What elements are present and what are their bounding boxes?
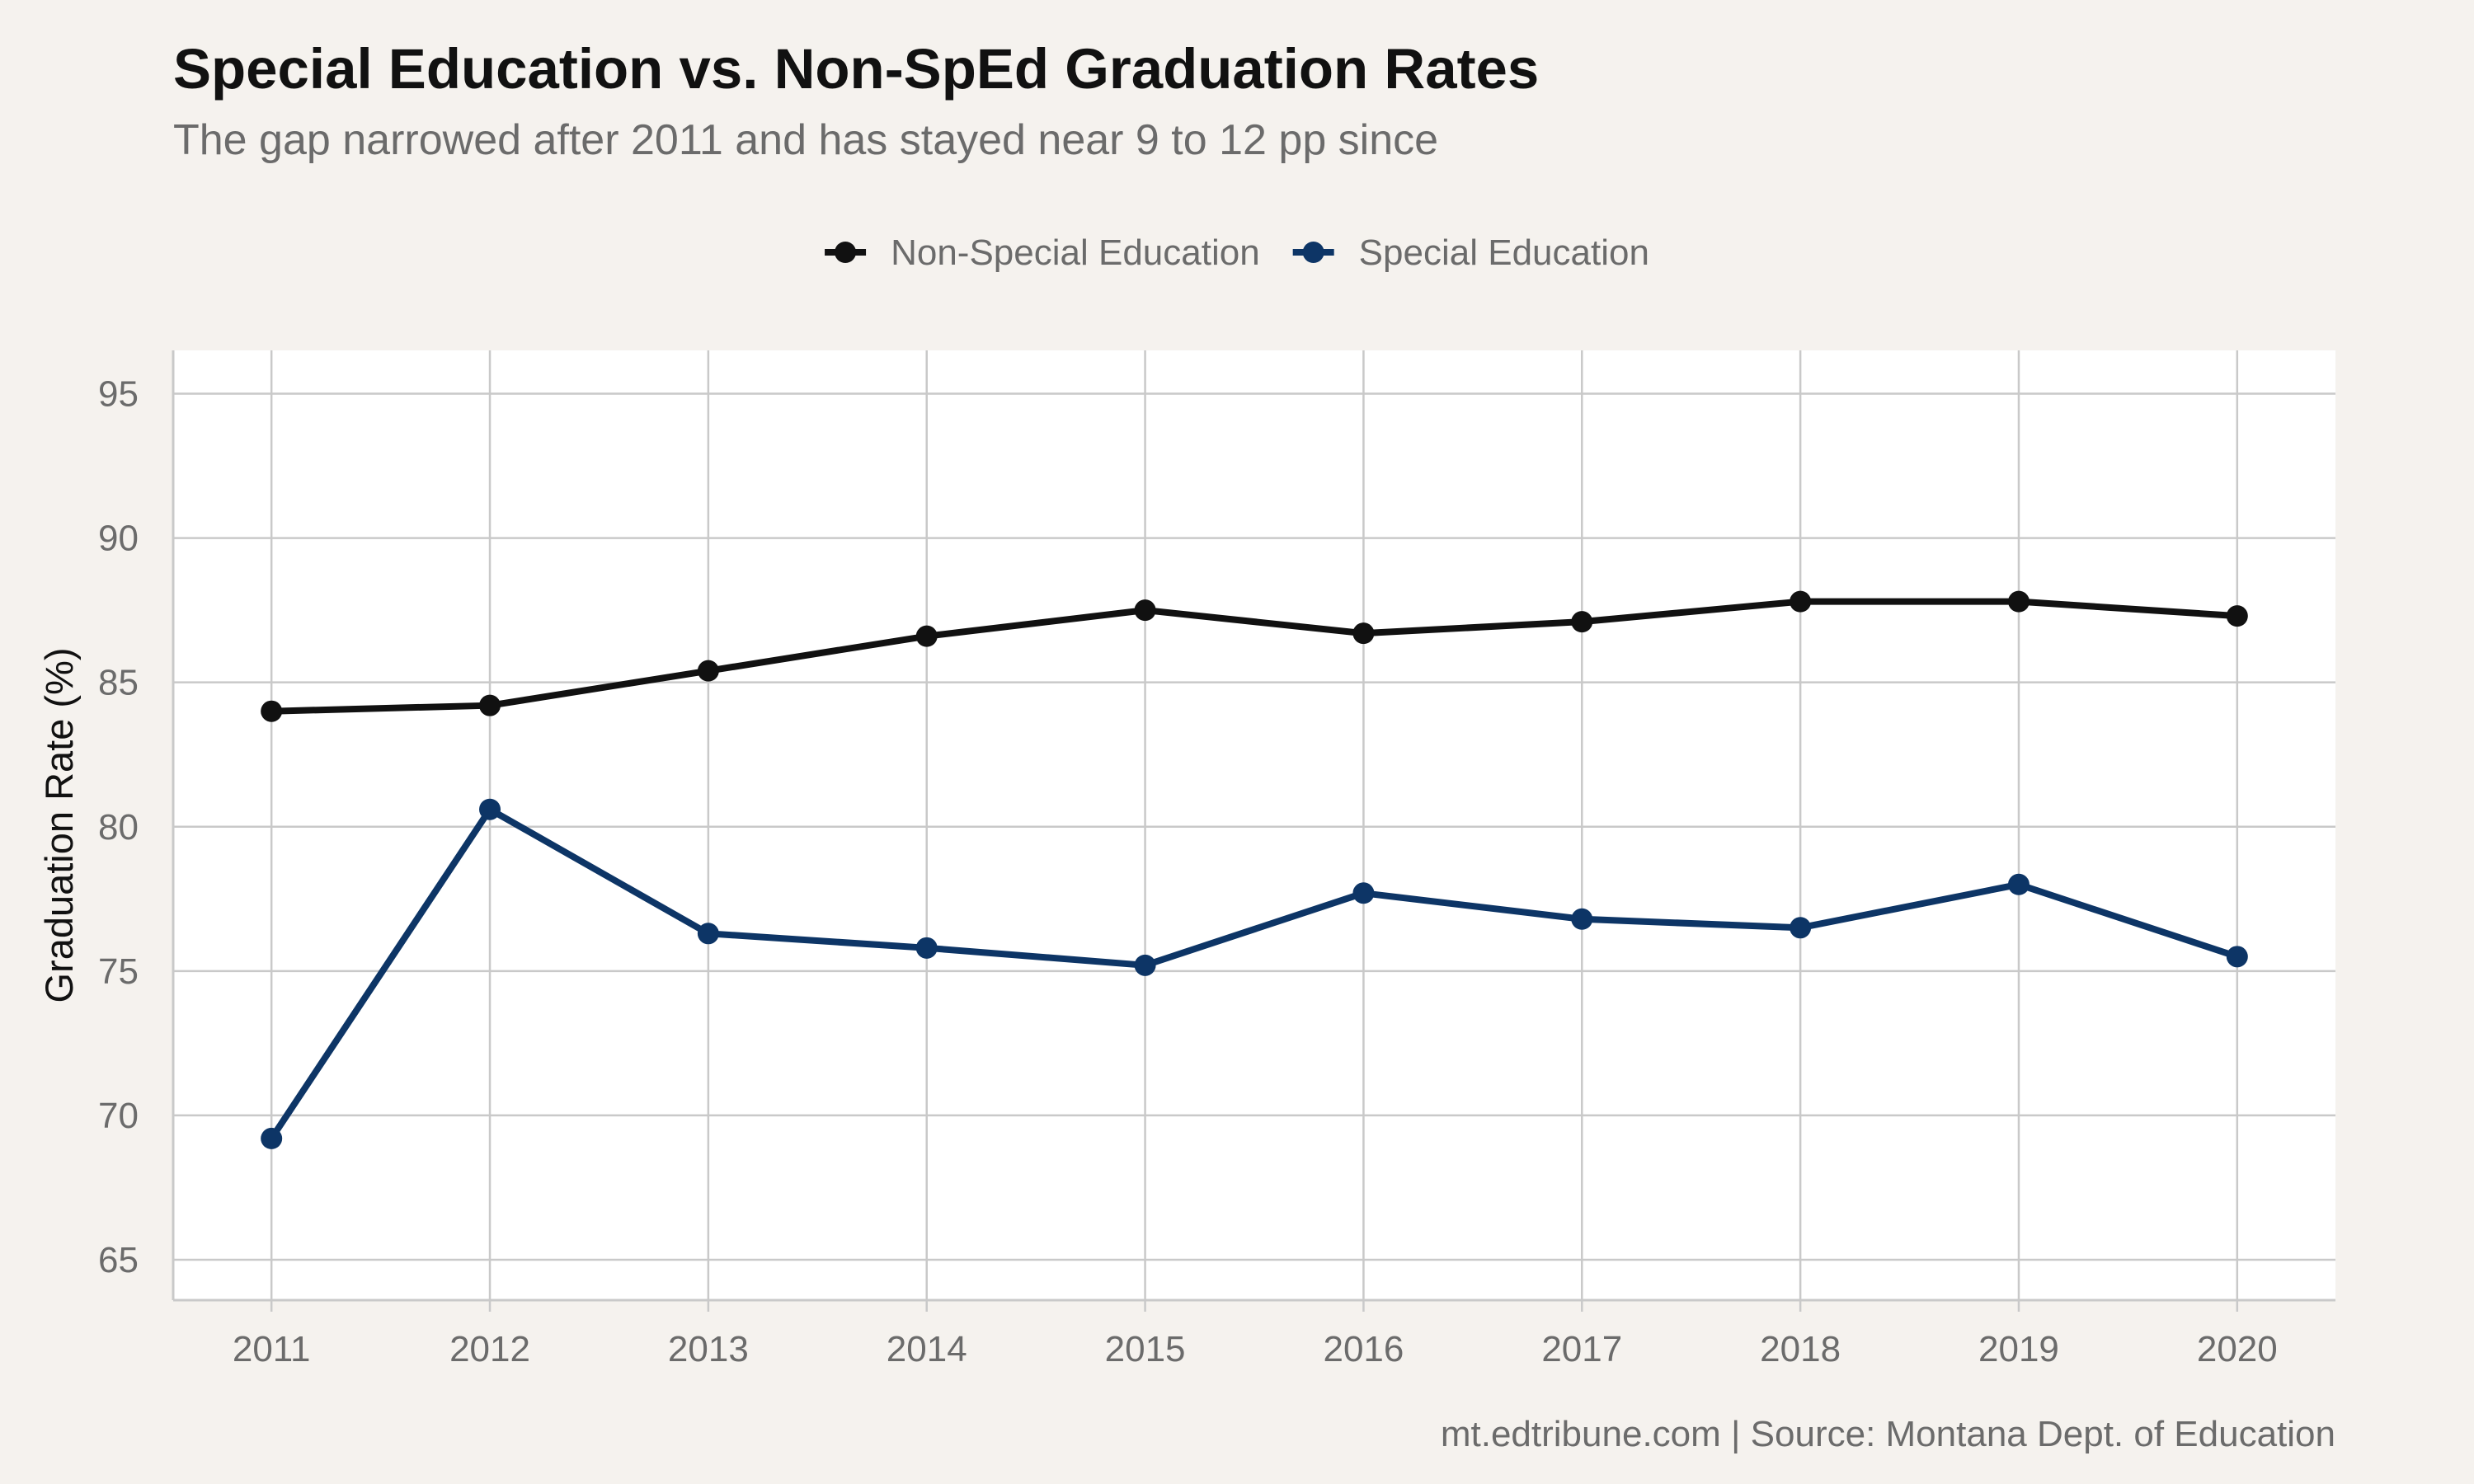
series-line-special-education bbox=[268, 805, 2241, 1142]
legend-label: Non-Special Education bbox=[891, 232, 1260, 273]
data-point-non-special-education bbox=[1790, 590, 1812, 613]
x-tick-label: 2018 bbox=[1760, 1329, 1841, 1369]
data-point-non-special-education bbox=[1134, 599, 1156, 622]
legend-item-special-education: Special Education bbox=[1292, 232, 1649, 273]
legend-item-non-special-education: Non-Special Education bbox=[825, 232, 1260, 273]
chart-title: Special Education vs. Non-SpEd Graduatio… bbox=[173, 37, 1540, 101]
source-caption: mt.edtribune.com | Source: Montana Dept.… bbox=[1440, 1414, 2335, 1454]
data-point-special-education bbox=[1790, 917, 1812, 939]
x-tick-label: 2012 bbox=[449, 1329, 530, 1369]
data-point-non-special-education bbox=[1352, 622, 1375, 645]
x-tick-label: 2015 bbox=[1105, 1329, 1186, 1369]
legend-label: Special Education bbox=[1359, 232, 1649, 273]
data-point-non-special-education bbox=[2226, 605, 2248, 627]
x-tick-label: 2019 bbox=[1978, 1329, 2059, 1369]
y-tick-label: 65 bbox=[98, 1240, 139, 1280]
y-tick-label: 90 bbox=[98, 519, 139, 559]
data-point-special-education bbox=[2007, 873, 2030, 895]
y-tick-label: 80 bbox=[98, 807, 139, 848]
x-tick-label: 2014 bbox=[887, 1329, 967, 1369]
data-point-non-special-education bbox=[261, 700, 283, 722]
data-point-special-education bbox=[1571, 908, 1593, 930]
data-point-non-special-education bbox=[479, 694, 501, 716]
data-point-non-special-education bbox=[2007, 590, 2030, 613]
x-tick-label: 2013 bbox=[668, 1329, 749, 1369]
x-tick-label: 2020 bbox=[2197, 1329, 2278, 1369]
data-point-special-education bbox=[915, 937, 938, 959]
data-point-special-education bbox=[1134, 954, 1156, 976]
y-tick-label: 75 bbox=[98, 951, 139, 992]
y-tick-label: 85 bbox=[98, 663, 139, 703]
data-point-special-education bbox=[2226, 946, 2248, 968]
y-tick-label: 95 bbox=[98, 374, 139, 415]
data-point-special-education bbox=[479, 798, 501, 820]
data-point-special-education bbox=[697, 923, 719, 945]
legend-key-point bbox=[1302, 242, 1324, 263]
data-point-non-special-education bbox=[1571, 611, 1593, 633]
plot-panel bbox=[173, 350, 2335, 1300]
y-axis-title: Graduation Rate (%) bbox=[37, 647, 81, 1003]
grid-lines bbox=[173, 350, 2335, 1300]
chart-legend: Non-Special Education Special Education bbox=[825, 232, 1649, 273]
data-point-special-education bbox=[1352, 882, 1375, 904]
series-line-non-special-education bbox=[268, 598, 2241, 715]
axes: 65 70 75 80 85 90 95 2011 2012 2013 2014 2015 2016 20… bbox=[98, 350, 2335, 1369]
data-point-non-special-education bbox=[697, 660, 719, 682]
data-point-special-education bbox=[261, 1127, 283, 1149]
series-layer bbox=[261, 590, 2248, 1149]
x-tick-label: 2017 bbox=[1541, 1329, 1622, 1369]
chart-subtitle: The gap narrowed after 2011 and has stay… bbox=[173, 116, 1439, 164]
y-tick-label: 70 bbox=[98, 1096, 139, 1136]
x-tick-label: 2011 bbox=[233, 1329, 311, 1369]
legend-key-point bbox=[835, 242, 857, 263]
x-tick-label: 2016 bbox=[1323, 1329, 1404, 1369]
data-point-non-special-education bbox=[915, 625, 938, 647]
